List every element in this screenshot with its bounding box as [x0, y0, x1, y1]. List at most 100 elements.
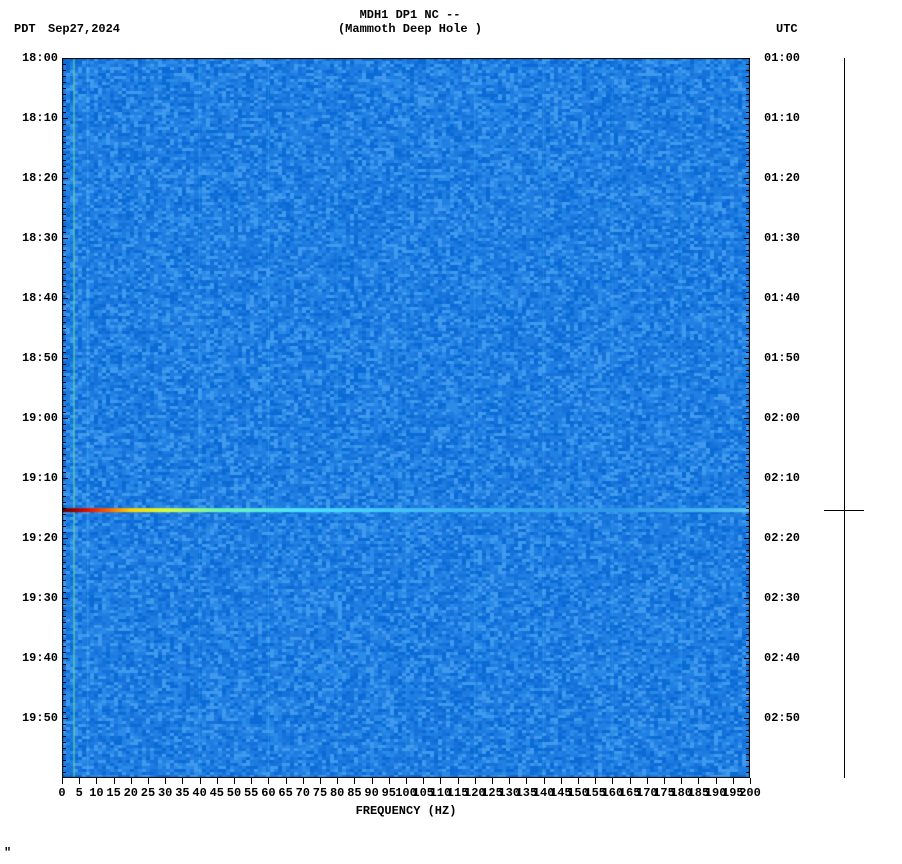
minor-tick-right [746, 340, 750, 341]
minor-tick-left [62, 628, 66, 629]
ytick-left-label: 18:10 [0, 111, 58, 125]
minor-tick-left [62, 250, 66, 251]
minor-tick-left [62, 346, 66, 347]
minor-tick-right [746, 202, 750, 203]
ytick-left-label: 19:40 [0, 651, 58, 665]
minor-tick-right [746, 652, 750, 653]
xtick-mark [114, 778, 115, 784]
minor-tick-right [746, 424, 750, 425]
minor-tick-left [62, 664, 66, 665]
xtick-mark [475, 778, 476, 784]
xtick-mark [681, 778, 682, 784]
ytick-left-mark [62, 418, 68, 419]
ytick-left-mark [62, 658, 68, 659]
ytick-right-label: 01:30 [764, 231, 822, 245]
ytick-right-mark [744, 178, 750, 179]
minor-tick-right [746, 376, 750, 377]
minor-tick-right [746, 322, 750, 323]
ytick-left-label: 19:50 [0, 711, 58, 725]
minor-tick-left [62, 760, 66, 761]
minor-tick-left [62, 514, 66, 515]
minor-tick-left [62, 412, 66, 413]
minor-tick-left [62, 430, 66, 431]
minor-tick-right [746, 742, 750, 743]
minor-tick-left [62, 220, 66, 221]
minor-tick-left [62, 532, 66, 533]
minor-tick-left [62, 142, 66, 143]
ytick-left-mark [62, 58, 68, 59]
minor-tick-right [746, 244, 750, 245]
ytick-right-label: 02:30 [764, 591, 822, 605]
xtick-label: 85 [347, 786, 361, 800]
minor-tick-right [746, 706, 750, 707]
minor-tick-right [746, 382, 750, 383]
ytick-left-label: 19:20 [0, 531, 58, 545]
chart-title: MDH1 DP1 NC -- (Mammoth Deep Hole ) [0, 8, 820, 36]
minor-tick-right [746, 466, 750, 467]
minor-tick-left [62, 208, 66, 209]
minor-tick-left [62, 550, 66, 551]
xtick-label: 45 [210, 786, 224, 800]
minor-tick-right [746, 688, 750, 689]
minor-tick-left [62, 652, 66, 653]
minor-tick-left [62, 166, 66, 167]
minor-tick-left [62, 148, 66, 149]
minor-tick-right [746, 64, 750, 65]
minor-tick-right [746, 712, 750, 713]
minor-tick-left [62, 304, 66, 305]
y-axis-left: 18:0018:1018:2018:3018:4018:5019:0019:10… [0, 58, 62, 778]
minor-tick-right [746, 406, 750, 407]
minor-tick-left [62, 526, 66, 527]
minor-tick-right [746, 586, 750, 587]
minor-tick-left [62, 496, 66, 497]
ytick-right-label: 02:50 [764, 711, 822, 725]
minor-tick-right [746, 574, 750, 575]
side-indicator-mark [824, 510, 864, 511]
minor-tick-right [746, 484, 750, 485]
minor-tick-right [746, 496, 750, 497]
xtick-mark [148, 778, 149, 784]
right-tz-label: UTC [776, 22, 798, 36]
xtick-mark [578, 778, 579, 784]
xtick-mark [509, 778, 510, 784]
minor-tick-left [62, 424, 66, 425]
xtick-mark [217, 778, 218, 784]
minor-tick-left [62, 676, 66, 677]
xtick-mark [320, 778, 321, 784]
xtick-mark [62, 778, 63, 784]
ytick-right-label: 02:10 [764, 471, 822, 485]
ytick-right-mark [744, 718, 750, 719]
minor-tick-left [62, 88, 66, 89]
minor-tick-left [62, 112, 66, 113]
xtick-mark [406, 778, 407, 784]
minor-tick-right [746, 562, 750, 563]
y-axis-right: 01:0001:1001:2001:3001:4001:5002:0002:10… [750, 58, 820, 778]
minor-tick-right [746, 184, 750, 185]
minor-tick-right [746, 610, 750, 611]
minor-tick-right [746, 352, 750, 353]
minor-tick-left [62, 472, 66, 473]
xtick-mark [458, 778, 459, 784]
minor-tick-right [746, 724, 750, 725]
minor-tick-right [746, 76, 750, 77]
xtick-mark [303, 778, 304, 784]
xtick-mark [96, 778, 97, 784]
minor-tick-right [746, 112, 750, 113]
minor-tick-left [62, 772, 66, 773]
xtick-label: 40 [192, 786, 206, 800]
minor-tick-left [62, 508, 66, 509]
minor-tick-right [746, 316, 750, 317]
minor-tick-left [62, 634, 66, 635]
ytick-left-label: 18:00 [0, 51, 58, 65]
minor-tick-right [746, 214, 750, 215]
minor-tick-right [746, 70, 750, 71]
minor-tick-left [62, 106, 66, 107]
minor-tick-right [746, 148, 750, 149]
minor-tick-left [62, 280, 66, 281]
xtick-label: 200 [739, 786, 761, 800]
xtick-label: 20 [124, 786, 138, 800]
ytick-right-label: 02:00 [764, 411, 822, 425]
minor-tick-left [62, 388, 66, 389]
minor-tick-left [62, 286, 66, 287]
x-axis-label: FREQUENCY (HZ) [62, 804, 750, 818]
